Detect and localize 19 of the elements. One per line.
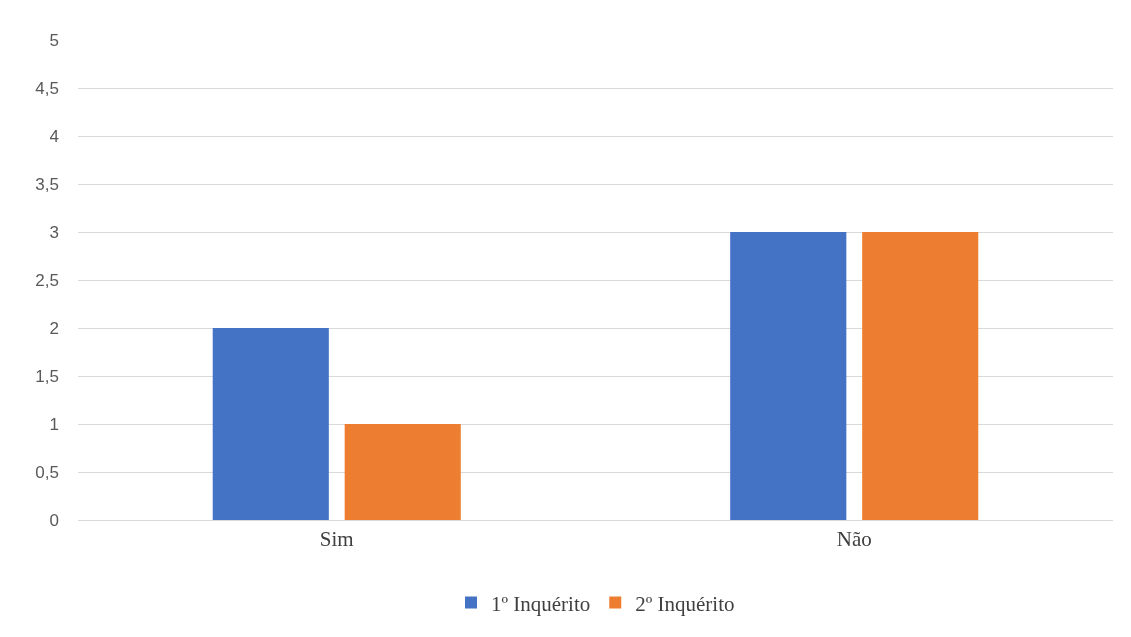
y-tick-label: 3,5: [35, 174, 59, 194]
y-tick-label: 4: [49, 126, 59, 146]
y-tick-label: 0: [49, 510, 59, 530]
legend-label: 1º Inquérito: [491, 591, 591, 616]
y-tick-label: 2: [49, 318, 59, 338]
x-tick-label: Sim: [319, 527, 354, 552]
y-tick-label: 4,5: [35, 78, 59, 98]
x-tick-label: Não: [836, 527, 872, 552]
y-tick-label: 0,5: [35, 462, 59, 482]
legend-label: 2º Inquérito: [635, 591, 735, 616]
y-tick-label: 1,5: [35, 366, 59, 386]
bar: [212, 328, 329, 520]
y-tick-label: 2,5: [35, 270, 59, 290]
bar: [730, 232, 847, 520]
bar: [862, 232, 979, 520]
y-tick-label: 5: [49, 30, 59, 50]
y-tick-label: 1: [49, 414, 59, 434]
bar: [344, 424, 461, 520]
y-tick-label: 3: [49, 222, 59, 242]
